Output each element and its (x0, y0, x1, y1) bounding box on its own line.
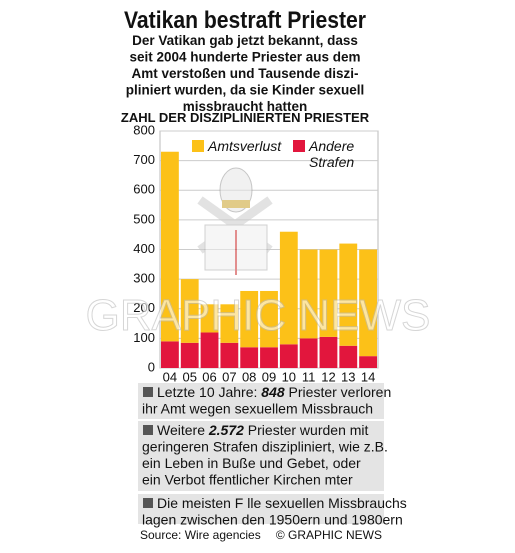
y-tick-label: 400 (133, 241, 155, 256)
note-box (138, 494, 384, 524)
bar-segment (220, 342, 239, 368)
bar-segment (279, 344, 298, 368)
bar-segment (299, 338, 318, 368)
subtitle-line: Der Vatikan gab jetzt bekannt, dass (132, 33, 358, 48)
note-text: Letzte 10 Jahre: (157, 384, 261, 400)
bar-segment (240, 290, 259, 348)
y-tick-label: 600 (133, 182, 155, 197)
emblem (197, 167, 273, 275)
legend-label: Andere Strafen (308, 138, 354, 170)
subtitle-line: pliniert wurden, da sie Kinder sexuell (126, 83, 365, 98)
legend-swatch (293, 140, 305, 152)
note-line: ein Leben in Buße und Gebet, oder (142, 455, 361, 471)
bar-segment (359, 356, 378, 368)
bar-segment (220, 304, 239, 343)
note-line: ein Verbot ffentlicher Kirchen mter (142, 472, 353, 488)
bar-segment (260, 347, 278, 368)
note-line: Die meisten F lle sexuellen Missbrauchs (157, 495, 407, 511)
bar-segment (180, 342, 199, 368)
note-text: 848 (261, 384, 285, 400)
bar-segment (180, 279, 199, 343)
subtitle-line: seit 2004 hunderte Priester aus dem (129, 50, 360, 65)
bar-segment (319, 336, 338, 368)
bar-segment (319, 249, 338, 337)
x-tick-label: 12 (321, 369, 335, 384)
x-tick-label: 05 (182, 369, 196, 384)
bar-segment (299, 249, 318, 339)
note-box (138, 421, 384, 491)
title: Vatikan bestraft Priester (124, 7, 366, 34)
y-tick-label: 200 (133, 300, 155, 315)
note-bullet (143, 425, 153, 435)
note-text: geringeren Strafen diszipliniert, wie z.… (142, 439, 388, 455)
y-tick-label: 100 (133, 330, 155, 345)
bar-segment (339, 243, 358, 346)
x-tick-label: 13 (341, 369, 355, 384)
note-text: ihr Amt wegen sexuellem Missbrauch (142, 401, 373, 417)
bar-segment (279, 231, 298, 345)
bar-segment (200, 332, 219, 368)
bar-segment (359, 249, 378, 357)
x-tick-label: 14 (361, 369, 375, 384)
note-box (138, 383, 384, 419)
subtitle: Der Vatikan gab jetzt bekannt, dass seit … (126, 33, 365, 114)
note-bullet (143, 498, 153, 508)
y-tick-label: 0 (148, 359, 155, 374)
note-line: lagen zwischen den 1950ern und 1980ern (142, 512, 403, 528)
note-line: ihr Amt wegen sexuellem Missbrauch (142, 401, 373, 417)
note-line: geringeren Strafen diszipliniert, wie z.… (142, 439, 388, 455)
notes: Letzte 10 Jahre: 848 Priester verlorenih… (138, 383, 407, 528)
x-tick-label: 04 (163, 369, 177, 384)
note-text: ein Leben in Buße und Gebet, oder (142, 455, 361, 471)
bar-segment (260, 290, 278, 348)
y-tick-label: 700 (133, 152, 155, 167)
note-text: Die meisten F lle sexuellen Missbrauchs (157, 495, 407, 511)
watermark: GRAPHIC NEWS (86, 291, 431, 340)
y-tick-label: 300 (133, 271, 155, 286)
subtitle-line: Amt verstoßen und Tausende diszi- (131, 66, 358, 81)
note-text: lagen zwischen den 1950ern und 1980ern (142, 512, 403, 528)
source: Source: Wire agencies (140, 528, 261, 542)
note-text: Priester verloren (285, 384, 392, 400)
bar-segment (200, 304, 219, 333)
subtitle-line: missbraucht hatten (183, 99, 308, 114)
note-text: 2.572 (208, 422, 244, 438)
x-tick-label: 09 (262, 369, 276, 384)
note-line: Weitere 2.572 Priester wurden mit (157, 422, 369, 438)
y-tick-label: 800 (133, 122, 155, 137)
y-tick-label: 500 (133, 211, 155, 226)
note-text: Weitere (157, 422, 209, 438)
note-bullet (143, 387, 153, 397)
x-tick-label: 10 (282, 369, 296, 384)
x-tick-label: 06 (202, 369, 216, 384)
note-text: ein Verbot ffentlicher Kirchen mter (142, 472, 353, 488)
bar-segment (339, 345, 358, 368)
legend-swatch (192, 140, 204, 152)
x-tick-label: 11 (302, 369, 316, 384)
note-text: Priester wurden mit (244, 422, 369, 438)
credit: © GRAPHIC NEWS (276, 528, 382, 542)
legend-label: Amtsverlust (207, 138, 282, 154)
bar-segment (160, 151, 179, 342)
chart-title: ZAHL DER DISZIPLINIERTEN PRIESTER (121, 110, 370, 125)
bar-segment (240, 347, 259, 368)
x-tick-label: 07 (222, 369, 236, 384)
bar-segment (160, 341, 179, 368)
note-line: Letzte 10 Jahre: 848 Priester verloren (157, 384, 391, 400)
x-tick-label: 08 (242, 369, 256, 384)
